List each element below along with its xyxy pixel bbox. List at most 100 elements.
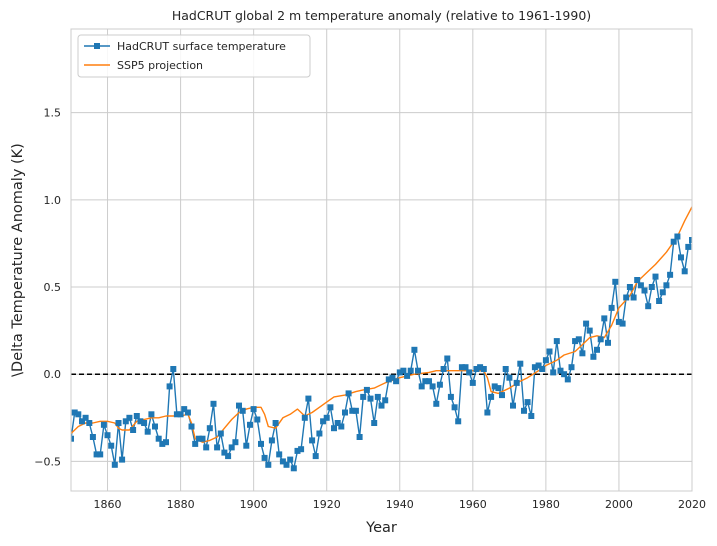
hadcrut-point [141, 420, 148, 426]
hadcrut-point [137, 418, 144, 425]
hadcrut-point [667, 271, 674, 278]
hadcrut-point [111, 461, 118, 468]
hadcrut-point [104, 432, 111, 439]
hadcrut-point [86, 420, 93, 426]
hadcrut-point [130, 427, 137, 433]
y-tick-label: 0.5 [44, 281, 62, 294]
hadcrut-point [301, 414, 308, 421]
x-tick-label: 2000 [605, 498, 633, 511]
series-layer [71, 206, 692, 472]
hadcrut-point [184, 409, 191, 416]
hadcrut-point [159, 440, 166, 447]
hadcrut-point [426, 378, 432, 385]
hadcrut-point [568, 364, 575, 371]
hadcrut-point [645, 303, 652, 310]
x-tick-labels: 1860 1880 1900 1920 1940 1960 1980 2000 2020 [94, 498, 706, 511]
hadcrut-point [206, 425, 213, 432]
hadcrut-point [305, 395, 312, 402]
y-tick-label: 1.5 [44, 107, 62, 120]
series-ssp5-line [71, 206, 692, 443]
chart-title: HadCRUT global 2 m temperature anomaly (… [172, 8, 591, 23]
hadcrut-point [225, 453, 232, 460]
hadcrut-point [517, 360, 524, 367]
hadcrut-point [605, 339, 611, 346]
hadcrut-point [499, 392, 505, 399]
hadcrut-point [334, 420, 341, 426]
hadcrut-point [155, 435, 162, 442]
hadcrut-point [447, 393, 454, 400]
hadcrut-point [477, 364, 484, 371]
hadcrut-point [491, 383, 498, 390]
hadcrut-point [349, 407, 356, 414]
hadcrut-point [546, 348, 553, 355]
hadcrut-point [210, 400, 217, 407]
hadcrut-point [531, 364, 538, 371]
hadcrut-point [199, 435, 206, 442]
hadcrut-point [619, 320, 626, 327]
hadcrut-point [469, 379, 476, 386]
hadcrut-point [71, 435, 74, 442]
hadcrut-point [177, 411, 184, 418]
hadcrut-point [612, 278, 619, 285]
hadcrut-point [586, 327, 593, 334]
hadcrut-point [542, 357, 549, 364]
x-axis-label: Year [365, 520, 397, 536]
hadcrut-point [634, 277, 641, 283]
hadcrut-point [451, 404, 458, 411]
hadcrut-point [367, 395, 374, 402]
hadcrut-point [287, 456, 294, 463]
hadcrut-point [254, 416, 261, 423]
hadcrut-point [243, 442, 250, 449]
hadcrut-point [108, 442, 115, 449]
hadcrut-point [250, 406, 257, 413]
hadcrut-point [513, 379, 520, 386]
hadcrut-point [473, 366, 480, 372]
hadcrut-point [506, 374, 513, 381]
hadcrut-point [550, 369, 557, 376]
legend: HadCRUT surface temperature SSP5 project… [77, 34, 311, 78]
hadcrut-point [115, 420, 122, 426]
hadcrut-point [583, 320, 590, 327]
hadcrut-point [239, 407, 246, 414]
hadcrut-point [422, 378, 429, 385]
hadcrut-point [283, 461, 290, 468]
hadcrut-point [79, 418, 85, 425]
hadcrut-point [188, 423, 195, 430]
hadcrut-point [466, 369, 473, 376]
hadcrut-point [659, 289, 666, 296]
y-axis-label: \Delta Temperature Anomaly (K) [10, 143, 26, 377]
hadcrut-point [93, 451, 100, 458]
hadcrut-point [122, 418, 129, 425]
hadcrut-point [71, 409, 78, 416]
hadcrut-point [510, 402, 516, 409]
hadcrut-point [590, 353, 597, 360]
hadcrut-point [521, 407, 527, 414]
hadcrut-point [652, 273, 659, 280]
hadcrut-point [294, 447, 301, 454]
hadcrut-point [232, 439, 239, 446]
hadcrut-point [637, 282, 644, 289]
hadcrut-point [407, 367, 414, 374]
hadcrut-point [433, 400, 440, 407]
hadcrut-point [320, 418, 327, 425]
hadcrut-point [75, 411, 82, 418]
hadcrut-point [458, 364, 465, 371]
y-tick-label: 1.0 [44, 194, 62, 207]
hadcrut-point [678, 254, 684, 261]
hadcrut-point [539, 366, 546, 372]
hadcrut-point [572, 338, 579, 345]
hadcrut-point [502, 366, 509, 372]
hadcrut-point [524, 399, 531, 406]
x-tick-label: 1860 [94, 498, 122, 511]
hadcrut-point [338, 423, 345, 430]
hadcrut-point [440, 366, 447, 372]
hadcrut-point [648, 284, 655, 290]
hadcrut-point [393, 378, 400, 385]
hadcrut-point [389, 374, 396, 381]
legend-hadcrut-marker [94, 43, 100, 49]
hadcrut-point [268, 437, 275, 444]
hadcrut-point [316, 430, 323, 437]
hadcrut-point [396, 369, 403, 376]
hadcrut-point [352, 407, 359, 414]
